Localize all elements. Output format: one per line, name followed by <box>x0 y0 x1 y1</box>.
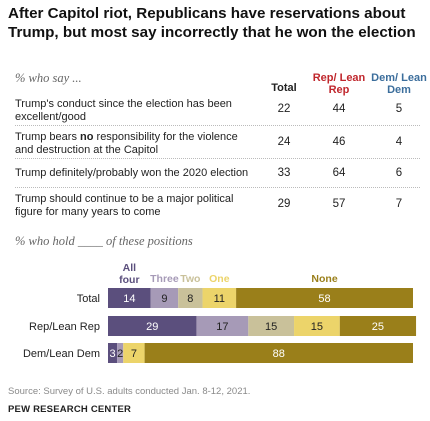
bar-segment <box>236 288 413 308</box>
table-cell-rep: 57 <box>332 198 346 210</box>
table-row-label: Trump should continue to be a major poli… <box>15 193 234 218</box>
bar-value-label: 11 <box>214 293 225 305</box>
row-divider <box>15 158 420 159</box>
legend-label: Two <box>180 273 200 285</box>
bar-segment <box>294 316 340 336</box>
bar-segment <box>178 288 203 308</box>
bar-value-label: 15 <box>265 321 277 333</box>
column-header-dem-label: Dem/ Lean Dem <box>371 72 427 96</box>
bar-segment <box>123 343 145 363</box>
bar-value-label: 25 <box>372 321 384 333</box>
bar-value-label: 58 <box>318 293 330 305</box>
row-divider <box>15 187 420 188</box>
column-header-total-label: Total <box>271 82 297 94</box>
category-label: Rep/Lean Rep <box>29 321 100 333</box>
bar-value-label: 17 <box>216 321 228 333</box>
bar-segment <box>144 343 413 363</box>
bar-value-label: 7 <box>131 348 137 360</box>
bar-value-label: 3 <box>110 348 116 360</box>
row-label-bold: no <box>80 131 94 143</box>
bar-segment <box>339 316 417 336</box>
legend-label: All <box>123 262 137 274</box>
source-note: Source: Survey of U.S. adults conducted … <box>8 386 251 397</box>
table-cell-rep: 46 <box>332 136 346 148</box>
brand-label: PEW RESEARCH CENTER <box>8 404 132 415</box>
table-row-label: Trump's conduct since the election has b… <box>15 98 232 123</box>
table-subhead: % who say ... <box>15 71 82 85</box>
row-label-part: Trump bears <box>15 131 81 143</box>
table-row-label: Trump definitely/probably won the 2020 e… <box>15 167 249 179</box>
table-cell-dem: 5 <box>395 103 403 115</box>
bar-segment <box>108 343 118 363</box>
table-cell-total: 22 <box>277 103 291 115</box>
bar-value-label: 9 <box>161 293 167 305</box>
chart-subhead: % who hold ____ of these positions <box>15 234 193 248</box>
table-row-label: Trump bears no responsibility for the vi… <box>15 131 255 157</box>
row-label-part: responsibility for the violence and dest… <box>15 131 238 156</box>
bar-segment <box>108 316 197 336</box>
column-header-dem: Dem/ Lean Dem <box>371 72 427 96</box>
table-cell-total: 33 <box>277 167 291 179</box>
legend-label: Three <box>150 273 179 285</box>
chart-title: After Capitol riot, Republicans have res… <box>8 5 416 41</box>
table-cell-total: 29 <box>277 198 291 210</box>
legend-label: One <box>209 273 230 285</box>
legend-label: None <box>311 273 337 285</box>
row-divider <box>15 125 420 126</box>
table-cell-dem: 6 <box>395 167 403 179</box>
bar-value-label: 8 <box>187 293 193 305</box>
table-cell-rep: 64 <box>332 167 346 179</box>
table-cell-total: 24 <box>277 136 291 148</box>
bar-value-label: 88 <box>273 348 285 360</box>
table-cell-dem: 7 <box>395 198 403 210</box>
bar-segment <box>117 343 124 363</box>
legend-label: four <box>119 274 139 286</box>
bar-segment <box>108 288 151 308</box>
bar-segment <box>202 288 237 308</box>
category-label: Total <box>77 293 100 305</box>
bar-segment <box>248 316 295 336</box>
bar-value-label: 29 <box>146 321 158 333</box>
column-header-total: Total <box>262 82 306 94</box>
bar-value-label: 15 <box>311 321 323 333</box>
bar-segment <box>150 288 179 308</box>
column-header-rep-label: Rep/ Lean Rep <box>312 72 366 96</box>
column-header-rep: Rep/ Lean Rep <box>311 72 367 96</box>
bar-segment <box>196 316 249 336</box>
bar-value-label: 2 <box>117 348 123 360</box>
table-cell-dem: 4 <box>395 136 403 148</box>
bar-value-label: 14 <box>123 293 135 305</box>
table-cell-rep: 44 <box>332 103 346 115</box>
category-label: Dem/Lean Dem <box>23 348 100 360</box>
